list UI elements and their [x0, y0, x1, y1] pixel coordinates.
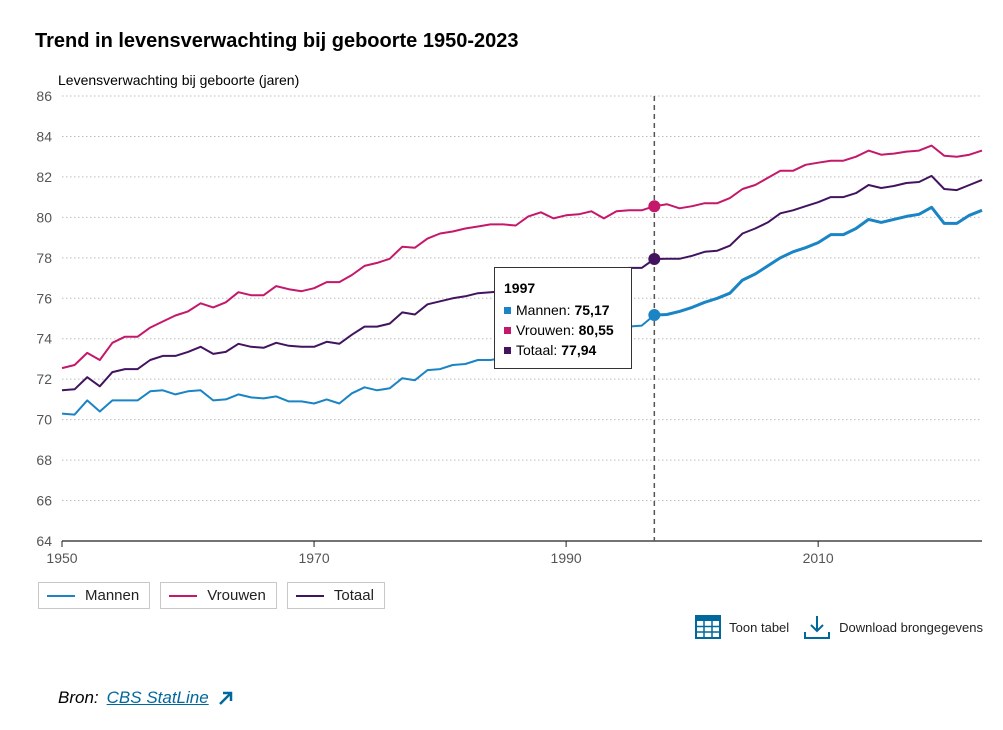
y-tick-label: 80: [36, 209, 52, 225]
series-line-vrouwen[interactable]: [61, 205, 655, 370]
legend-toggle-mannen[interactable]: Mannen: [38, 582, 151, 609]
table-icon: [695, 615, 722, 639]
show-table-label: Toon tabel: [729, 619, 790, 635]
source-prefix: Bron:: [58, 688, 99, 707]
show-table-button[interactable]: Toon tabel: [695, 615, 789, 639]
highlight-marker-mannen: [648, 309, 661, 322]
source-link[interactable]: CBS StatLine: [106, 688, 209, 707]
legend-toggle-vrouwen[interactable]: Vrouwen: [160, 582, 277, 609]
y-tick-label: 86: [36, 88, 52, 104]
source-line: Bron: CBS StatLine: [58, 688, 235, 708]
chart-title: Trend in levensverwachting bij geboorte …: [35, 30, 519, 52]
y-tick-label: 78: [36, 250, 52, 266]
y-tick-label: 64: [36, 533, 52, 549]
chart-actions: Toon tabel Download brongegevens: [695, 614, 983, 640]
x-tick-label: 1990: [551, 550, 582, 566]
x-tick-label: 2010: [803, 550, 834, 566]
y-tick-label: 84: [36, 128, 52, 144]
legend-toggle-totaal[interactable]: Totaal: [286, 582, 385, 609]
y-tick-label: 68: [36, 452, 52, 468]
y-axis-title: Levensverwachting bij geboorte (jaren): [58, 72, 299, 88]
tooltip-label: Totaal:: [516, 342, 558, 358]
y-tick-label: 66: [36, 493, 52, 509]
legend-label: Totaal: [333, 587, 374, 604]
y-tick-label: 82: [36, 169, 52, 185]
download-icon: [804, 616, 831, 639]
external-link-arrow-icon: [218, 691, 232, 705]
line-swatch-icon: [47, 594, 75, 597]
tooltip-row-vrouwen: Vrouwen: 80,55: [504, 321, 622, 339]
highlight-marker-totaal: [648, 253, 661, 266]
chart-legend: Mannen Vrouwen Totaal: [38, 582, 385, 609]
download-data-button[interactable]: Download brongegevens: [803, 614, 983, 640]
tooltip-year: 1997: [504, 280, 536, 296]
tooltip-label: Mannen:: [516, 302, 571, 318]
series-line-mannen-highlighted[interactable]: [654, 205, 983, 317]
series-line-totaal-highlighted[interactable]: [654, 174, 983, 260]
legend-label: Mannen: [85, 587, 140, 604]
tooltip-row-mannen: Mannen: 75,17: [504, 301, 622, 319]
series-line-vrouwen-highlighted[interactable]: [654, 144, 983, 210]
line-swatch-icon: [169, 594, 198, 597]
highlight-marker-vrouwen: [648, 200, 661, 213]
y-tick-label: 74: [36, 331, 52, 347]
legend-label: Vrouwen: [207, 587, 266, 604]
y-tick-label: 76: [36, 290, 52, 306]
tooltip-value: 75,17: [574, 302, 610, 318]
download-label: Download brongegevens: [839, 619, 983, 635]
line-swatch-icon: [295, 594, 324, 597]
tooltip-value: 77,94: [561, 342, 597, 358]
x-tick-label: 1970: [298, 550, 329, 566]
y-tick-label: 72: [36, 371, 52, 387]
tooltip-row-totaal: Totaal: 77,94: [504, 341, 622, 359]
line-chart[interactable]: Levensverwachting bij geboorte (jaren) 6…: [0, 0, 1003, 580]
x-tick-label: 1950: [46, 550, 77, 566]
mannen-square-icon: [504, 306, 511, 314]
year-tooltip: 1997 Mannen: 75,17 Vrouwen: 80,55 Totaal…: [494, 267, 632, 369]
tooltip-label: Vrouwen:: [516, 322, 575, 338]
y-tick-label: 70: [36, 412, 52, 428]
totaal-square-icon: [504, 346, 511, 354]
tooltip-value: 80,55: [578, 322, 614, 338]
vrouwen-square-icon: [504, 326, 511, 334]
